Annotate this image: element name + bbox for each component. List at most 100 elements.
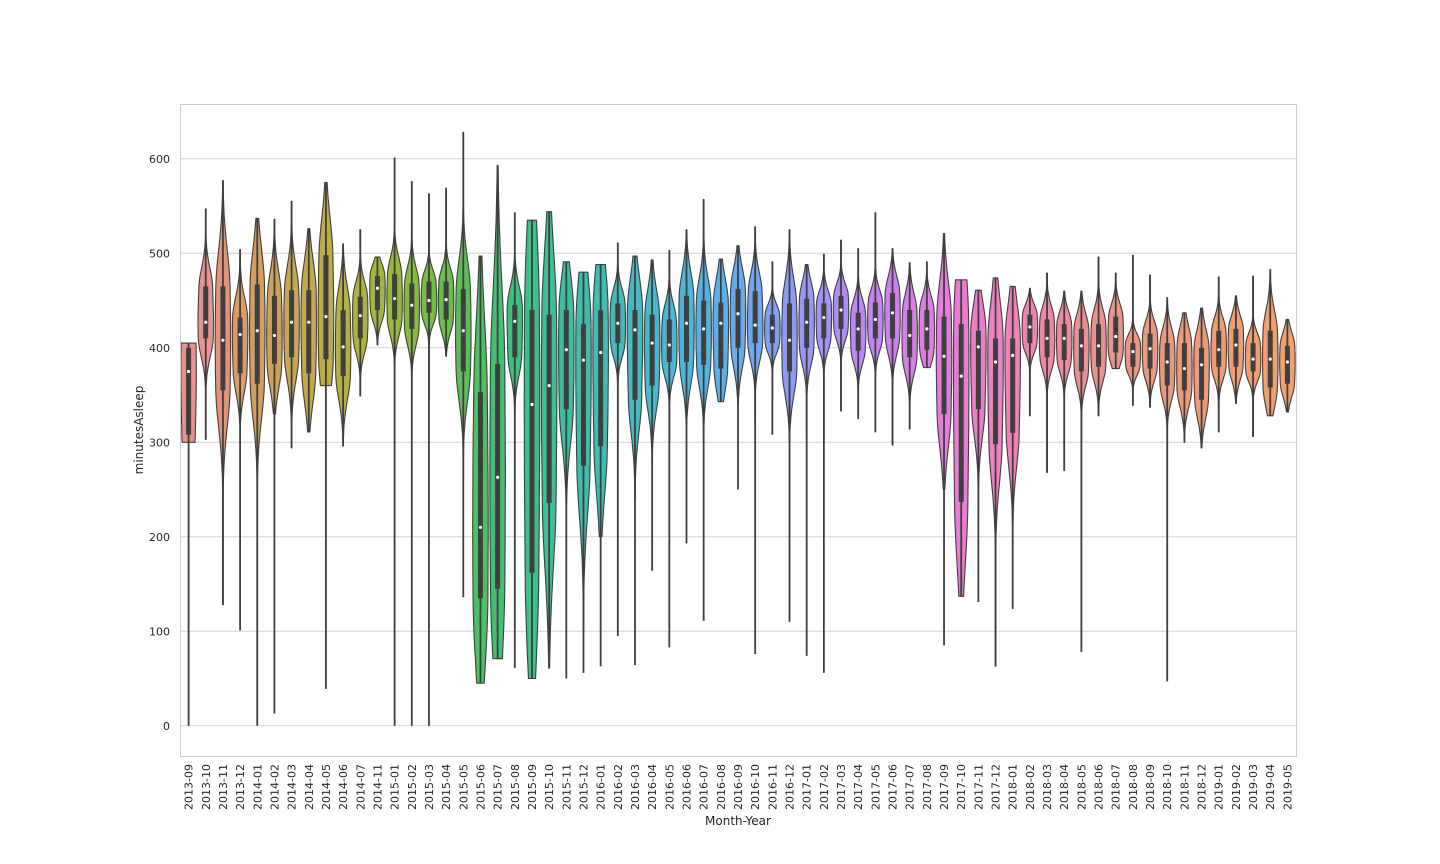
violin-median-dot <box>290 320 294 324</box>
violin-median-dot <box>1234 343 1238 347</box>
violin-median-dot <box>1045 336 1049 340</box>
x-tick-label: 2014-07 <box>354 764 367 810</box>
x-tick-label: 2015-01 <box>389 764 402 810</box>
violin-iqr-box <box>357 296 363 339</box>
violin-iqr-box <box>529 309 535 573</box>
x-tick-label: 2017-02 <box>818 764 831 810</box>
violin-iqr-box <box>632 309 638 400</box>
x-tick-label: 2016-07 <box>698 764 711 810</box>
x-tick-label: 2015-02 <box>406 764 419 810</box>
y-axis-label: minutesAsleep <box>132 386 146 475</box>
violin-iqr-box <box>683 295 689 362</box>
violin-iqr-box <box>718 302 724 369</box>
violin-median-dot <box>702 327 706 331</box>
violin-median-dot <box>787 338 792 342</box>
violin-median-dot <box>307 320 311 324</box>
violin-iqr-box <box>220 286 226 391</box>
violin-median-dot <box>581 358 586 362</box>
violin-iqr-box <box>1113 316 1119 353</box>
violin-iqr-box <box>392 274 398 320</box>
violin-median-dot <box>272 333 277 338</box>
x-tick-label: 2015-10 <box>543 764 556 810</box>
violin-iqr-box <box>993 338 999 445</box>
violin-iqr-box <box>958 324 964 502</box>
violin-iqr-box <box>907 309 913 358</box>
violin-median-dot <box>908 333 912 338</box>
violin-median-dot <box>238 332 242 337</box>
x-tick-label: 2014-06 <box>337 764 350 810</box>
x-axis-label: Month-Year <box>705 814 771 828</box>
violin-median-dot <box>530 402 534 407</box>
violin-median-dot <box>1251 357 1255 361</box>
violin-iqr-box <box>941 316 947 414</box>
violin-iqr-box <box>1250 343 1256 372</box>
x-tick-label: 2014-01 <box>251 764 264 810</box>
y-tick-label: 300 <box>149 436 170 449</box>
violin-iqr-box <box>323 255 329 360</box>
violin-median-dot <box>890 311 895 315</box>
x-tick-label: 2018-03 <box>1041 764 1054 810</box>
violin-median-dot <box>650 341 654 345</box>
x-tick-label: 2018-04 <box>1058 764 1071 810</box>
violin-median-dot <box>856 327 860 331</box>
violin-iqr-box <box>1284 345 1290 384</box>
x-tick-label: 2018-01 <box>1007 764 1020 810</box>
violin-median-dot <box>822 315 826 320</box>
x-tick-label: 2017-12 <box>990 764 1003 810</box>
y-tick-label: 500 <box>149 247 170 260</box>
x-tick-label: 2016-04 <box>646 764 659 810</box>
x-tick-label: 2019-04 <box>1264 764 1277 810</box>
violin-median-dot <box>444 298 448 302</box>
x-tick-label: 2015-03 <box>423 764 436 810</box>
x-tick-label: 2019-01 <box>1213 764 1226 810</box>
violin-median-dot <box>667 343 671 347</box>
violin-median-dot <box>204 320 208 324</box>
violin-median-dot <box>993 360 998 364</box>
violin-median-dot <box>805 320 809 324</box>
x-tick-label: 2015-09 <box>526 764 539 810</box>
violin-iqr-box <box>203 286 209 339</box>
violin-median-dot <box>324 315 328 319</box>
violin-median-dot <box>461 329 465 333</box>
violin-iqr-box <box>1078 328 1084 372</box>
violin-iqr-box <box>1061 324 1067 361</box>
x-tick-label: 2013-09 <box>183 764 196 810</box>
violin-iqr-box <box>701 300 707 365</box>
x-tick-label: 2017-03 <box>835 764 848 810</box>
violin-iqr-box <box>374 275 380 310</box>
violin-median-dot <box>1028 325 1032 329</box>
violin-iqr-box <box>752 291 758 344</box>
x-tick-label: 2018-05 <box>1075 764 1088 810</box>
violin-median-dot <box>1199 363 1204 367</box>
violin-iqr-box <box>787 303 793 372</box>
x-tick-label: 2016-09 <box>732 764 745 810</box>
x-tick-label: 2016-01 <box>595 764 608 810</box>
violin-median-dot <box>1148 347 1152 351</box>
violin-iqr-box <box>563 309 569 410</box>
violin-median-dot <box>547 383 551 388</box>
x-tick-label: 2017-06 <box>887 764 900 810</box>
violin-median-dot <box>375 286 380 290</box>
y-tick-label: 200 <box>149 531 170 544</box>
x-tick-label: 2018-09 <box>1144 764 1157 810</box>
x-tick-label: 2014-05 <box>320 764 333 810</box>
x-tick-label: 2014-02 <box>268 764 281 810</box>
violin-median-dot <box>1165 360 1169 364</box>
violin-iqr-box <box>838 295 844 329</box>
plot-frame <box>180 104 1297 757</box>
y-axis-ticks: 0 100 200 300 400 500 600 <box>149 153 170 733</box>
x-tick-label: 2019-05 <box>1281 764 1294 810</box>
violin-iqr-box <box>666 319 672 362</box>
violin-median-dot <box>410 303 414 307</box>
violin-median-dot <box>1011 353 1015 357</box>
violin-median-dot <box>186 369 191 374</box>
violin-median-dot <box>770 326 774 330</box>
x-tick-label: 2018-10 <box>1161 764 1174 810</box>
x-tick-label: 2017-07 <box>904 764 917 810</box>
violin-median-dot <box>1182 366 1186 371</box>
violin-median-dot <box>564 348 568 352</box>
x-tick-label: 2015-08 <box>509 764 522 810</box>
violin-iqr-box <box>1147 333 1153 369</box>
x-tick-label: 2016-03 <box>629 764 642 810</box>
